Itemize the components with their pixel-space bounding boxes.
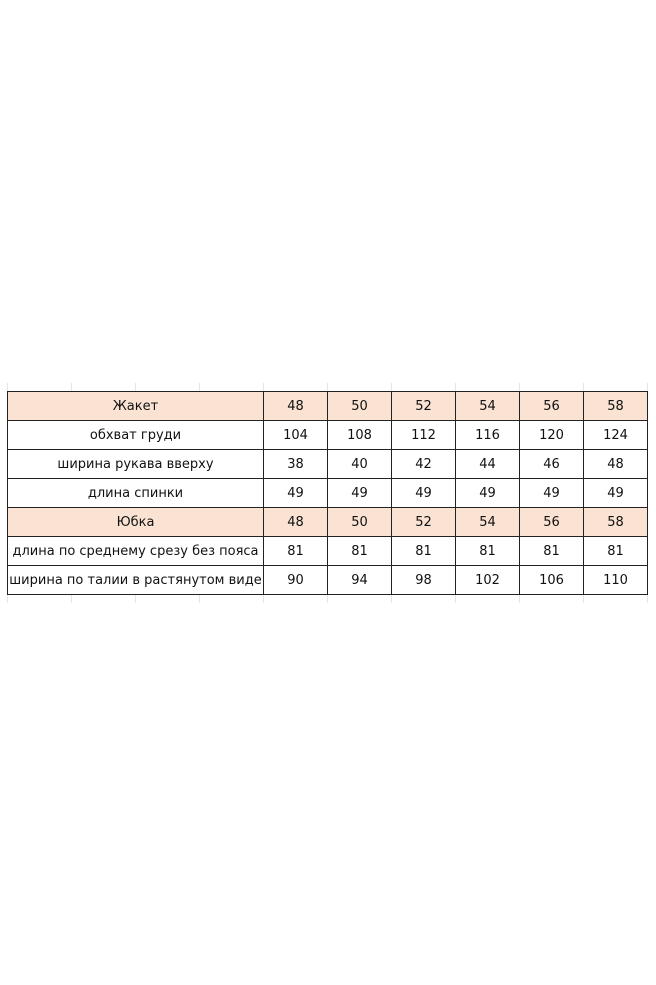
value-cell: 40 [327, 449, 392, 479]
value-cell: 46 [519, 449, 584, 479]
size-cell: 58 [583, 391, 648, 421]
table-row: длина спинки 49 49 49 49 49 49 [7, 478, 648, 508]
size-cell: 58 [583, 507, 648, 537]
measurement-label: длина по среднему срезу без пояса [7, 536, 264, 566]
value-cell: 112 [391, 420, 456, 450]
table-row: ширина рукава вверху 38 40 42 44 46 48 [7, 449, 648, 479]
value-cell: 49 [455, 478, 520, 508]
value-cell: 94 [327, 565, 392, 595]
garment-label: Юбка [7, 507, 264, 537]
value-cell: 38 [263, 449, 328, 479]
value-cell: 124 [583, 420, 648, 450]
size-cell: 52 [391, 391, 456, 421]
size-cell: 56 [519, 507, 584, 537]
value-cell: 81 [391, 536, 456, 566]
size-cell: 48 [263, 507, 328, 537]
measurement-label: ширина по талии в растянутом виде [7, 565, 264, 595]
size-table: Жакет 48 50 52 54 56 58 обхват груди 104 108 112 11… [7, 391, 648, 595]
value-cell: 98 [391, 565, 456, 595]
value-cell: 44 [455, 449, 520, 479]
value-cell: 106 [519, 565, 584, 595]
value-cell: 81 [583, 536, 648, 566]
value-cell: 116 [455, 420, 520, 450]
value-cell: 49 [391, 478, 456, 508]
value-cell: 81 [263, 536, 328, 566]
value-cell: 81 [327, 536, 392, 566]
value-cell: 90 [263, 565, 328, 595]
value-cell: 49 [519, 478, 584, 508]
table-row: длина по среднему срезу без пояса 81 81 81 8… [7, 536, 648, 566]
measurement-label: длина спинки [7, 478, 264, 508]
value-cell: 49 [263, 478, 328, 508]
value-cell: 104 [263, 420, 328, 450]
value-cell: 81 [455, 536, 520, 566]
size-cell: 54 [455, 507, 520, 537]
value-cell: 48 [583, 449, 648, 479]
garment-label: Жакет [7, 391, 264, 421]
size-cell: 50 [327, 507, 392, 537]
value-cell: 102 [455, 565, 520, 595]
size-cell: 54 [455, 391, 520, 421]
size-cell: 56 [519, 391, 584, 421]
value-cell: 108 [327, 420, 392, 450]
measurement-label: ширина рукава вверху [7, 449, 264, 479]
size-cell: 48 [263, 391, 328, 421]
value-cell: 110 [583, 565, 648, 595]
value-cell: 81 [519, 536, 584, 566]
size-cell: 52 [391, 507, 456, 537]
value-cell: 49 [583, 478, 648, 508]
size-header-row: Юбка 48 50 52 54 56 58 [7, 507, 648, 537]
table-row: обхват груди 104 108 112 116 120 124 [7, 420, 648, 450]
table-row: ширина по талии в растянутом виде 90 94 98 1… [7, 565, 648, 595]
measurement-label: обхват груди [7, 420, 264, 450]
value-cell: 120 [519, 420, 584, 450]
value-cell: 42 [391, 449, 456, 479]
value-cell: 49 [327, 478, 392, 508]
size-header-row: Жакет 48 50 52 54 56 58 [7, 391, 648, 421]
size-cell: 50 [327, 391, 392, 421]
